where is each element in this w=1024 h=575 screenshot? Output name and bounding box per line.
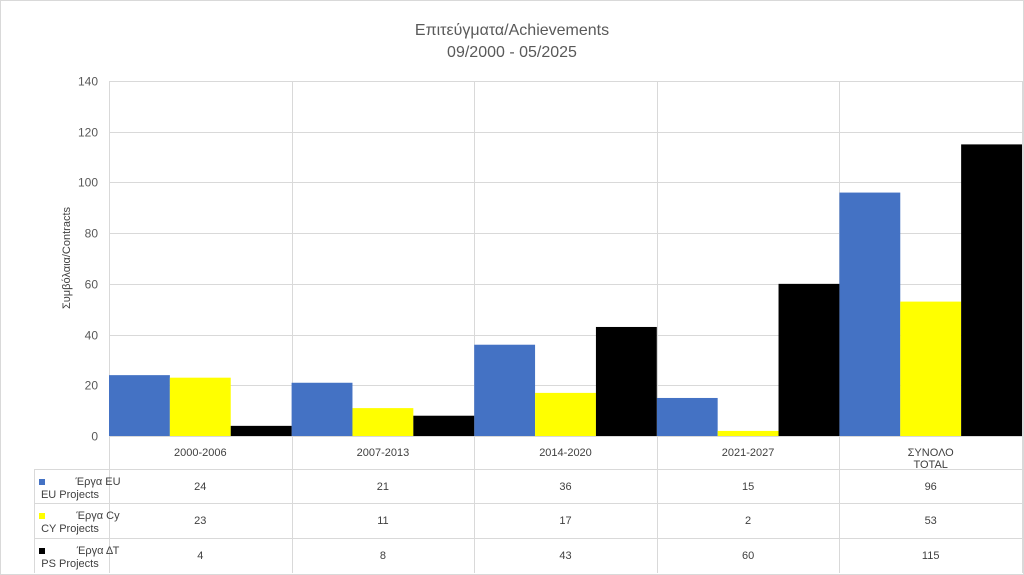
- bar: [169, 377, 231, 436]
- chart-title-block: Επιτεύγματα/Achievements 09/2000 - 05/20…: [0, 20, 1024, 64]
- legend-label-en: EU Projects: [41, 489, 100, 501]
- bar: [535, 392, 596, 436]
- bar: [413, 415, 475, 436]
- table-cell-value: 36: [559, 481, 571, 493]
- y-tick-label: 100: [78, 176, 98, 190]
- bar: [717, 430, 779, 436]
- table-cell-value: 15: [742, 481, 754, 493]
- y-tick-label: 120: [78, 126, 98, 140]
- bar: [839, 192, 901, 436]
- category-label: ΣΥΝΟΛΟ: [908, 447, 955, 459]
- y-tick-label: 20: [85, 379, 99, 393]
- bar: [961, 144, 1022, 436]
- legend-label: Έργα Cy: [75, 510, 120, 522]
- table-cell-value: 4: [197, 550, 203, 562]
- bar: [230, 425, 292, 436]
- bar: [656, 397, 718, 436]
- table-cell-value: 60: [742, 550, 754, 562]
- table-cell-value: 43: [559, 550, 571, 562]
- y-tick-label: 80: [85, 227, 99, 241]
- legend-label: Έργα EU: [74, 476, 120, 488]
- bar: [352, 408, 414, 436]
- category-label: TOTAL: [913, 459, 947, 471]
- bar: [778, 283, 840, 436]
- table-cell-value: 23: [194, 515, 206, 527]
- table-cell-value: 2: [745, 515, 751, 527]
- legend-swatch: [39, 513, 45, 519]
- table-cell-value: 96: [925, 481, 937, 493]
- chart-title: Επιτεύγματα/Achievements: [414, 22, 610, 39]
- table-cell-value: 24: [194, 481, 206, 493]
- bar: [291, 382, 353, 436]
- category-label: 2007-2013: [357, 447, 410, 459]
- table-cell-value: 8: [380, 550, 386, 562]
- y-tick-label: 0: [91, 430, 98, 444]
- category-label: 2021-2027: [722, 447, 775, 459]
- bar: [474, 344, 536, 436]
- y-tick-label: 40: [85, 329, 99, 343]
- y-tick-label: 60: [85, 278, 99, 292]
- table-cell-value: 17: [559, 515, 571, 527]
- legend-swatch: [39, 479, 45, 485]
- legend-label-en: PS Projects: [41, 558, 99, 570]
- chart-subtitle: 09/2000 - 05/2025: [447, 44, 577, 61]
- y-tick-label: 140: [78, 75, 98, 89]
- legend-label-en: CY Projects: [41, 523, 99, 535]
- bar: [595, 326, 657, 436]
- legend-label: Έργα ΔΤ: [76, 545, 120, 557]
- table-cell-value: 53: [925, 515, 937, 527]
- category-label: 2000-2006: [174, 447, 227, 459]
- category-label: 2014-2020: [539, 447, 592, 459]
- table-cell-value: 11: [377, 515, 388, 527]
- legend-swatch: [39, 548, 45, 554]
- table-cell-value: 115: [922, 550, 940, 562]
- table-cell-value: 21: [377, 481, 389, 493]
- bar: [900, 301, 962, 436]
- bar: [109, 375, 170, 436]
